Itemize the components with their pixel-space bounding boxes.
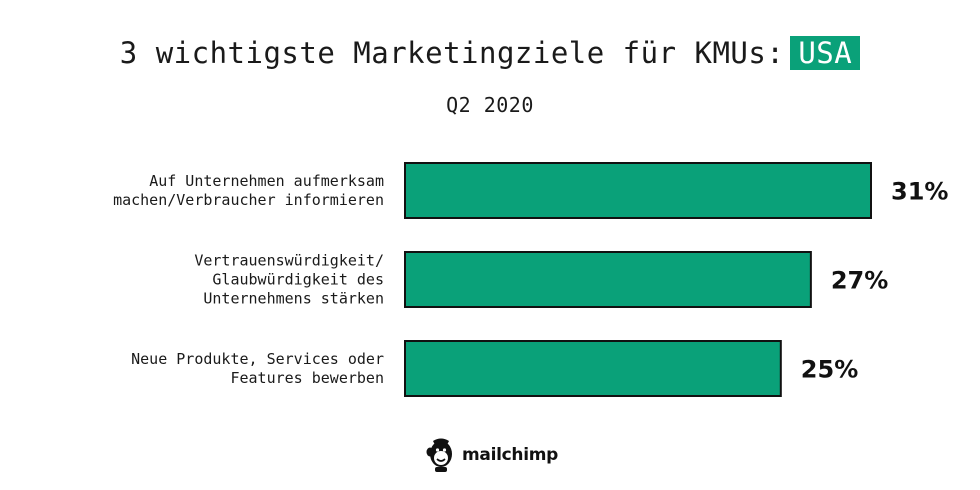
value-label-1: 31% — [891, 178, 948, 206]
chart-subtitle: Q2 2020 — [446, 93, 534, 117]
value-label-2: 27% — [831, 267, 888, 295]
category-label-line: Unternehmens stärken — [203, 290, 384, 308]
mailchimp-logo: mailchimp — [426, 437, 558, 473]
logo-text: mailchimp — [462, 445, 559, 465]
category-label-2: Vertrauenswürdigkeit/Glaubwürdigkeit des… — [194, 252, 384, 308]
category-label-1: Auf Unternehmen aufmerksam machen/Verbrau… — [113, 172, 384, 209]
category-label-3: Neue Produkte, Services oder Features bew… — [131, 350, 384, 387]
freddie-chimp-icon — [426, 438, 452, 472]
category-label-line: Auf Unternehmen aufmerksam — [149, 172, 384, 190]
chart-title: 3 wichtigste Marketingziele für KMUs: USA — [0, 36, 980, 70]
category-label-line: machen/Verbraucher informieren — [113, 191, 384, 209]
bar-3 — [404, 340, 782, 397]
chart-title-text: 3 wichtigste Marketingziele für KMUs: — [119, 36, 785, 70]
value-label-3: 25% — [801, 356, 858, 384]
country-badge: USA — [790, 36, 861, 70]
category-label-line: Glaubwürdigkeit des — [212, 271, 384, 289]
bar-1 — [404, 162, 872, 219]
category-label-line: Neue Produkte, Services oder — [131, 350, 384, 368]
bar-2 — [404, 251, 812, 308]
category-label-line: Features bewerben — [230, 369, 384, 387]
category-label-line: Vertrauenswürdigkeit/ — [194, 252, 384, 270]
